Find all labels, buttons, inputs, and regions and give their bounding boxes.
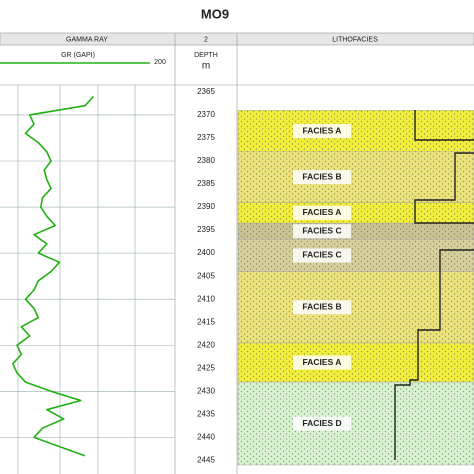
facies-texture [238, 223, 474, 240]
facies-label-box [293, 205, 351, 220]
depth-label: DEPTH [194, 52, 218, 59]
facies-texture [238, 342, 474, 383]
gr-curve [12, 95, 95, 457]
facies-label-box [293, 248, 351, 263]
scale-max: 200 [154, 59, 166, 66]
facies-label: FACIES A [303, 207, 342, 217]
depth-unit: m [202, 61, 210, 72]
depth-tick-label: 2420 [197, 340, 215, 349]
curve-label: GR (GAPI) [61, 52, 95, 59]
facies-texture [238, 151, 474, 203]
depth-tick-label: 2395 [197, 225, 215, 234]
grain-size-profile [394, 110, 474, 460]
facies-texture [238, 271, 474, 343]
depth-tick-label: 2390 [197, 202, 215, 211]
depth-tick-label: 2415 [197, 317, 215, 326]
facies-label: FACIES B [302, 301, 341, 311]
depth-tick-label: 2440 [197, 432, 215, 441]
gr-vertical-grid [17, 85, 136, 474]
depth-tick-label: 2370 [197, 110, 215, 119]
depth-tick-label: 2375 [197, 133, 215, 142]
depth-tick-label: 2430 [197, 386, 215, 395]
depth-tick-label: 2445 [197, 456, 215, 465]
facies-label-box [293, 416, 351, 431]
facies-texture [238, 110, 474, 152]
facies-texture [238, 239, 474, 272]
facies-label: FACIES A [303, 357, 342, 367]
facies-label: FACIES A [303, 125, 342, 135]
track-title: 2 [204, 36, 208, 43]
facies-label-box [293, 124, 351, 139]
depth-tick-label: 2380 [197, 156, 215, 165]
facies-label: FACIES B [302, 171, 341, 181]
facies-label-box [293, 355, 351, 370]
chart-title: MO9 [201, 6, 229, 21]
track-title: GAMMA RAY [66, 36, 108, 43]
facies-texture [238, 382, 474, 465]
facies-label: FACIES C [302, 225, 341, 235]
track-title: LITHOFACIES [332, 36, 378, 43]
depth-tick-label: 2400 [197, 248, 215, 257]
facies-label-box [293, 170, 351, 185]
facies-label: FACIES C [302, 250, 341, 260]
depth-tick-label: 2425 [197, 363, 215, 372]
depth-tick-label: 2410 [197, 294, 215, 303]
facies-label-box [293, 300, 351, 315]
depth-tick-label: 2405 [197, 271, 215, 280]
depth-tick-label: 2435 [197, 409, 215, 418]
facies-label-box [293, 224, 351, 239]
facies-label: FACIES D [302, 418, 341, 428]
facies-texture [238, 202, 474, 224]
depth-tick-label: 2385 [197, 179, 215, 188]
depth-tick-label: 2365 [197, 87, 215, 96]
